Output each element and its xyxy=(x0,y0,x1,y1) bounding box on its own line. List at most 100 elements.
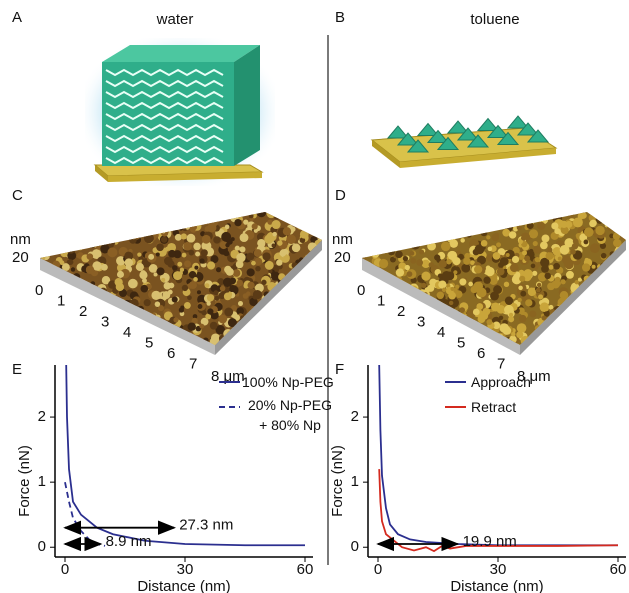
afm-z-tick: 20 xyxy=(334,249,351,266)
afm-grain xyxy=(389,300,394,305)
afm-grain xyxy=(491,302,501,312)
afm-grain xyxy=(317,297,322,306)
afm-grain xyxy=(111,329,118,336)
afm-grain xyxy=(291,243,301,253)
afm-grain xyxy=(587,326,595,334)
afm-grain xyxy=(375,221,383,229)
afm-grain xyxy=(292,332,298,338)
afm-grain xyxy=(537,221,546,231)
afm-grain xyxy=(543,311,550,317)
afm-grain xyxy=(85,265,95,274)
series-line xyxy=(378,364,618,547)
afm-grain xyxy=(77,326,83,332)
afm-grain xyxy=(132,321,139,327)
afm-grain xyxy=(231,212,241,218)
afm-grain xyxy=(427,241,436,251)
afm-grain xyxy=(486,319,493,325)
afm-grain xyxy=(213,290,219,296)
afm-grain xyxy=(391,338,399,345)
afm-grain xyxy=(193,242,201,251)
afm-grain xyxy=(235,334,240,339)
brush-chain xyxy=(105,145,224,154)
afm-grain xyxy=(565,309,575,319)
afm-grain xyxy=(606,328,615,337)
afm-grain xyxy=(364,311,375,321)
afm-grain xyxy=(292,216,302,225)
afm-grain xyxy=(408,226,416,234)
afm-grain xyxy=(112,213,122,223)
afm-grain xyxy=(262,314,271,324)
afm-grain xyxy=(388,222,397,231)
afm-grain xyxy=(610,292,619,301)
afm-grain xyxy=(173,317,179,323)
afm-grain xyxy=(534,257,540,263)
afm-grain xyxy=(617,213,626,222)
afm-grain xyxy=(97,338,103,344)
afm-grain xyxy=(622,294,626,302)
afm-grain xyxy=(199,258,205,264)
afm-grain xyxy=(179,311,185,317)
afm-grain xyxy=(302,339,312,345)
afm-grain xyxy=(40,338,46,345)
afm-grain xyxy=(565,220,573,228)
afm-grain xyxy=(579,324,587,332)
afm-grain xyxy=(303,280,314,290)
afm-grain xyxy=(176,213,182,219)
afm-xy-tick: 1 xyxy=(57,292,65,309)
afm-grain xyxy=(50,310,57,317)
afm-grain xyxy=(259,241,266,248)
afm-grain xyxy=(156,212,163,218)
afm-grain xyxy=(153,272,158,277)
x-tick-label: 30 xyxy=(177,561,194,578)
afm-grain xyxy=(140,225,145,231)
afm-grain xyxy=(45,289,52,296)
afm-grain xyxy=(520,290,527,297)
afm-grain xyxy=(168,249,176,258)
afm-grain xyxy=(315,274,322,280)
afm-grain xyxy=(90,326,95,331)
afm-grain xyxy=(115,327,121,333)
afm-grain xyxy=(535,287,541,293)
afm-grain xyxy=(316,335,322,343)
afm-grain xyxy=(112,334,123,345)
afm-grain xyxy=(441,287,447,292)
afm-grain xyxy=(166,212,176,218)
afm-grain xyxy=(614,283,621,290)
afm-grain xyxy=(540,257,550,268)
afm-grain xyxy=(390,225,395,231)
afm-grain xyxy=(587,317,597,327)
afm-grain xyxy=(381,233,390,242)
afm-grain xyxy=(460,238,465,243)
afm-grain xyxy=(194,265,199,270)
afm-grain xyxy=(267,219,273,225)
afm-grain xyxy=(598,316,605,324)
afm-grain xyxy=(273,301,283,311)
afm-grain xyxy=(308,212,318,220)
afm-grain xyxy=(581,319,588,326)
afm-grain xyxy=(168,223,173,228)
afm-grain xyxy=(548,264,554,270)
afm-grain xyxy=(181,252,187,258)
afm-grain xyxy=(202,213,212,223)
afm-grain xyxy=(371,214,380,223)
afm-grain xyxy=(114,326,123,334)
afm-grain xyxy=(157,305,165,312)
afm-grain xyxy=(607,222,616,232)
afm-grain xyxy=(385,333,390,339)
afm-grain xyxy=(238,333,245,340)
afm-grain xyxy=(52,310,59,317)
afm-grain xyxy=(625,316,626,322)
afm-grain xyxy=(618,340,624,345)
afm-grain xyxy=(614,219,623,229)
x-axis-label: Distance (nm) xyxy=(450,578,543,593)
afm-grain xyxy=(299,212,309,220)
afm-grain xyxy=(110,212,119,220)
afm-grain xyxy=(551,222,559,230)
afm-grain xyxy=(305,307,313,316)
afm-grain xyxy=(73,217,78,222)
afm-grain xyxy=(495,220,503,229)
afm-grain xyxy=(492,252,501,260)
afm-grain xyxy=(488,213,496,220)
afm-grain xyxy=(206,301,211,306)
afm-grain xyxy=(411,229,418,235)
